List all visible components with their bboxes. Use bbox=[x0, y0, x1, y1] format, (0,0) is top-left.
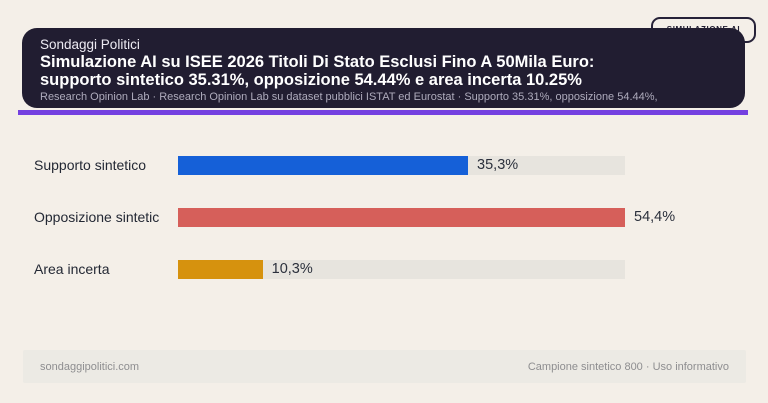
headline-line-1: Simulazione AI su ISEE 2026 Titoli Di St… bbox=[40, 53, 595, 71]
brand-kicker: Sondaggi Politici bbox=[40, 37, 140, 52]
footer-site-url: sondaggipolitici.com bbox=[40, 360, 140, 373]
bar-fill bbox=[178, 155, 469, 175]
bar-value-label: 35,3% bbox=[477, 157, 519, 173]
footer-sample-note: Campione sintetico 800 · Uso informativo bbox=[527, 360, 729, 373]
bar-row: Supporto sintetico 35,3% bbox=[34, 155, 625, 175]
bar-value-label: 54,4% bbox=[634, 209, 676, 225]
bar-track: 10,3% bbox=[178, 259, 625, 279]
headline-line-2: supporto sintetico 35.31%, opposizione 5… bbox=[40, 71, 582, 89]
accent-rule bbox=[18, 110, 748, 115]
bar-row: Area incerta 10,3% bbox=[34, 259, 625, 279]
bar-category-label: Supporto sintetico bbox=[34, 157, 147, 173]
bar-track: 54,4% bbox=[178, 207, 675, 227]
bar-row: Opposizione sintetic 54,4% bbox=[34, 207, 675, 227]
bar-fill bbox=[178, 259, 263, 279]
bar-value-label: 10,3% bbox=[271, 261, 313, 277]
bar-category-label: Opposizione sintetic bbox=[34, 209, 160, 225]
bar-category-label: Area incerta bbox=[34, 261, 110, 277]
bar-track: 35,3% bbox=[178, 155, 625, 175]
source-subtitle: Research Opinion Lab · Research Opinion … bbox=[40, 91, 658, 103]
bar-fill bbox=[178, 207, 625, 227]
footer-band: sondaggipolitici.com Campione sintetico … bbox=[23, 350, 746, 383]
header-card: Sondaggi Politici Simulazione AI su ISEE… bbox=[22, 28, 745, 108]
